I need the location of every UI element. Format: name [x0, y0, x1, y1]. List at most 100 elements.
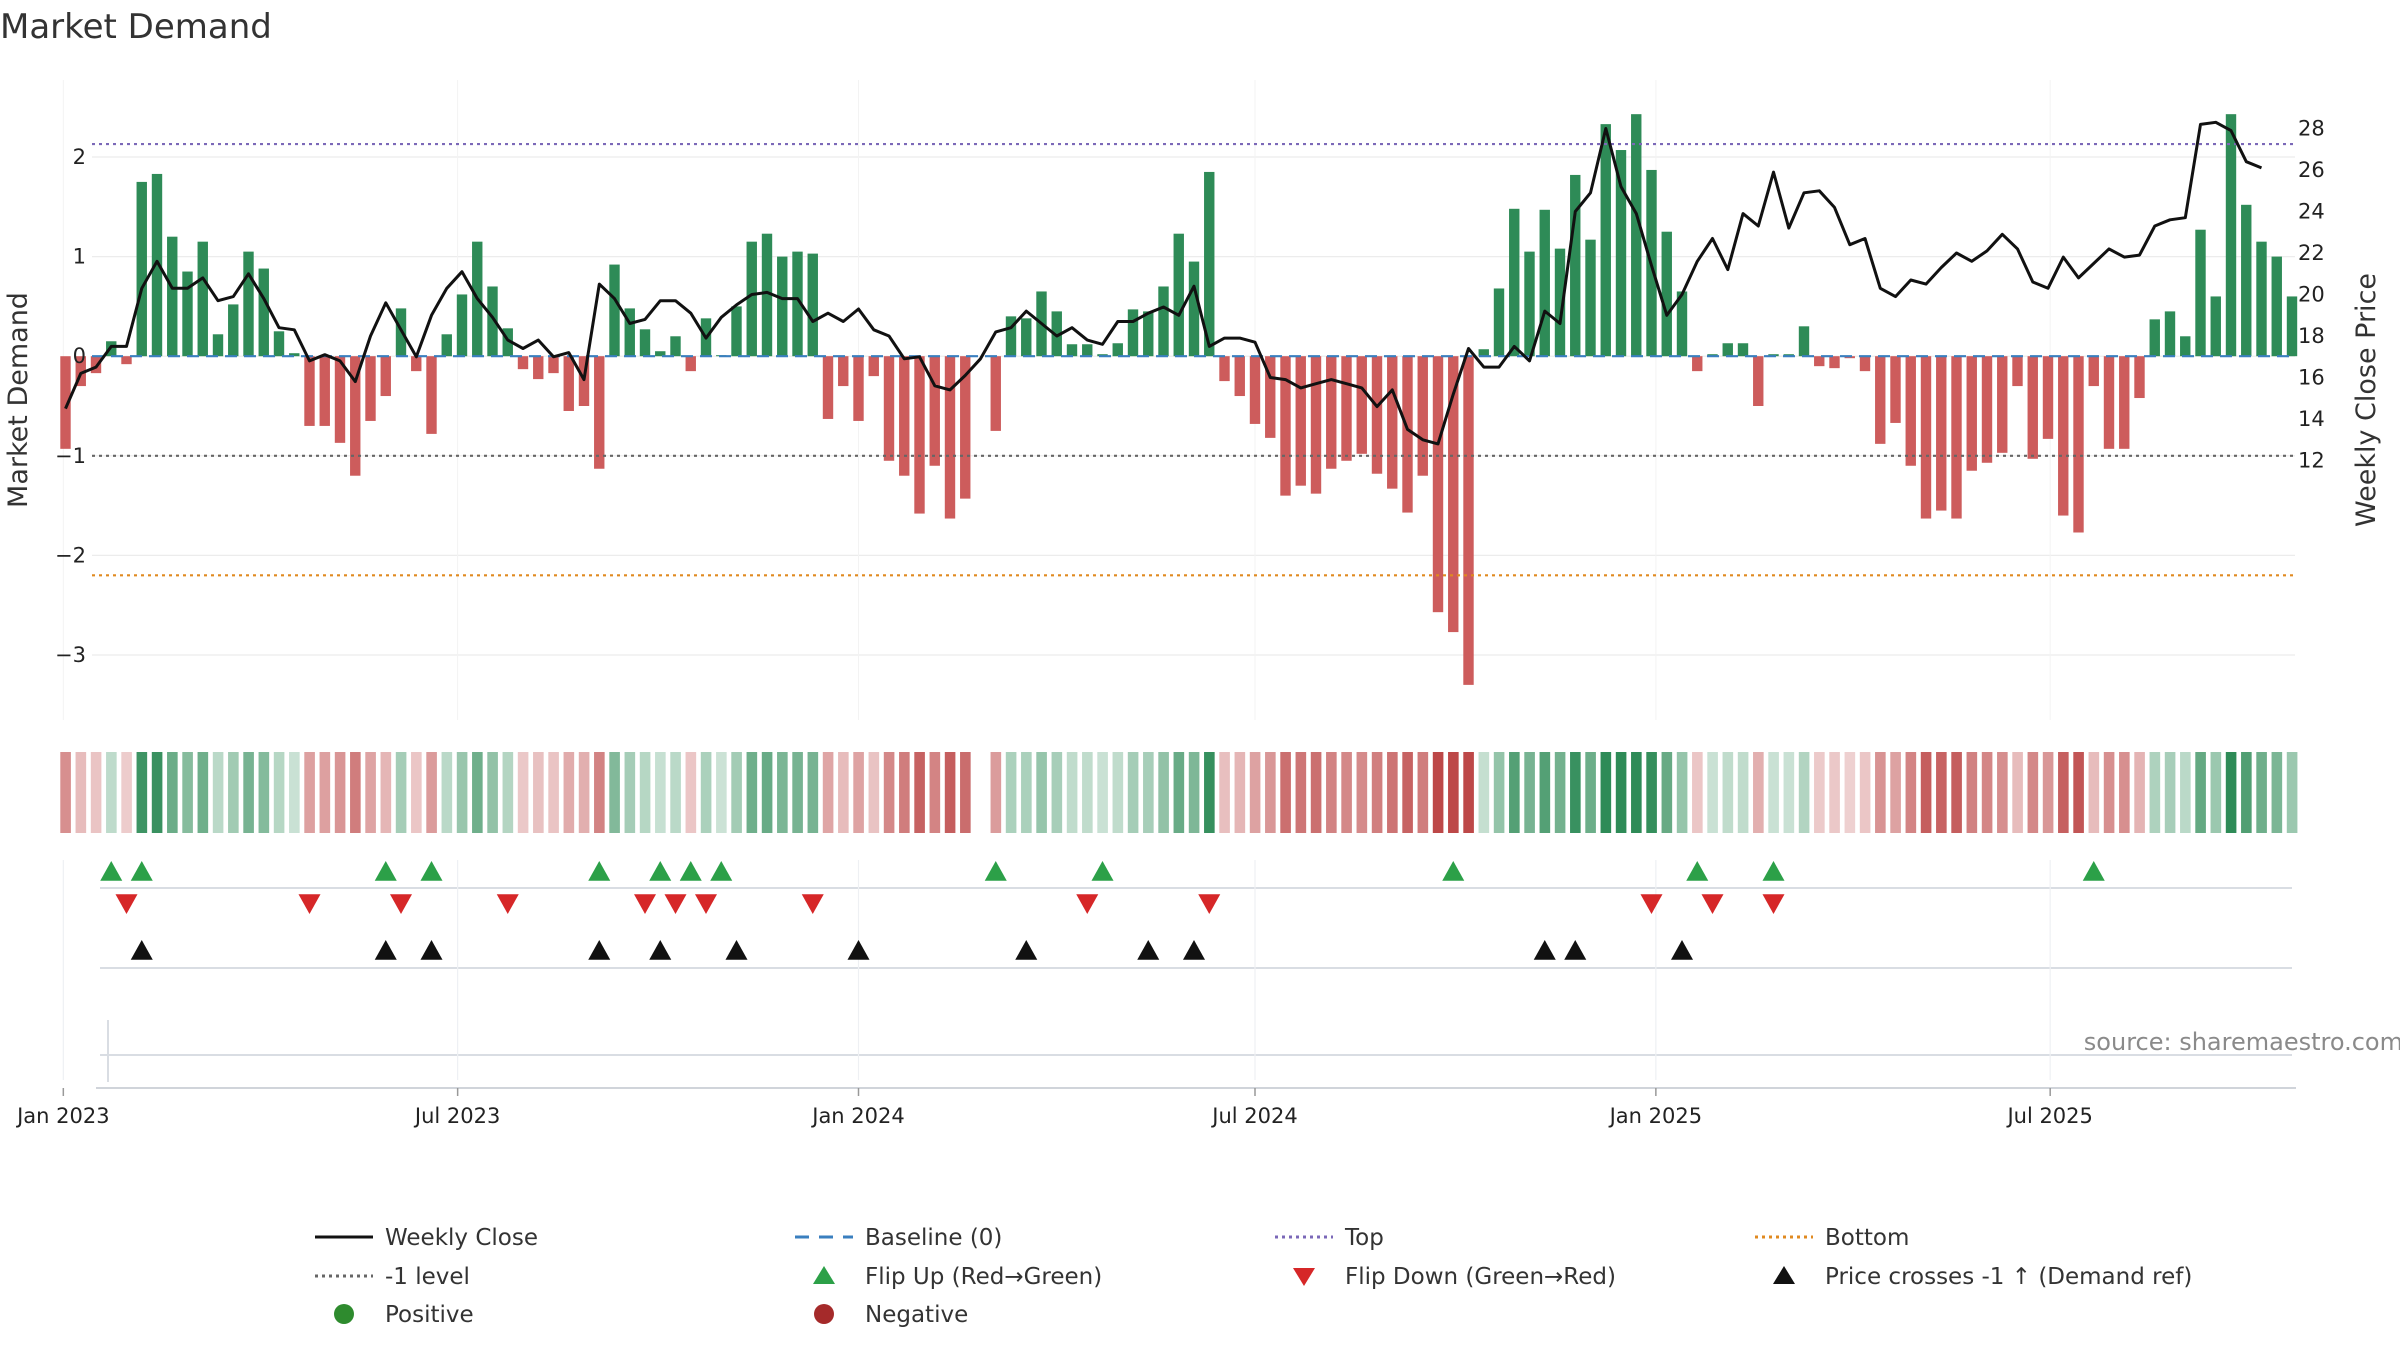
legend-item: Positive	[334, 1302, 474, 1328]
demand-bar	[838, 356, 849, 387]
strip-cell	[380, 752, 392, 833]
demand-bar	[1082, 344, 1093, 357]
x-tick-label: Jan 2024	[810, 1104, 905, 1128]
demand-bar	[2271, 256, 2282, 357]
demand-bar	[1509, 208, 1520, 357]
demand-bar	[304, 356, 315, 426]
strip-cell	[1905, 752, 1917, 833]
demand-bar	[1890, 356, 1901, 423]
demand-bar	[563, 356, 574, 411]
demand-bar	[2073, 356, 2084, 533]
reference-lines	[92, 142, 2295, 577]
flip-up-marker	[2082, 861, 2105, 881]
price-cross-marker	[1183, 940, 1205, 960]
strip-cell	[1524, 752, 1535, 833]
demand-bar	[960, 356, 971, 499]
demand-bar	[1905, 356, 1916, 466]
strip-cell	[1997, 752, 2008, 833]
legend-swatch-circle	[814, 1304, 834, 1324]
strip-cell	[1768, 752, 1779, 833]
strip-cell	[1875, 752, 1886, 833]
price-cross-marker	[1533, 940, 1556, 960]
demand-bar	[1920, 356, 1932, 519]
price-cross-marker	[420, 940, 443, 960]
demand-bar	[1753, 356, 1764, 406]
bars-layer	[60, 114, 2298, 685]
demand-bar	[1417, 356, 1428, 476]
legend-item: Top	[1275, 1225, 1384, 1251]
strip-cell	[2286, 752, 2298, 833]
x-tick-label: Jul 2024	[1210, 1104, 1297, 1128]
demand-bar	[334, 356, 346, 443]
strip-cell	[2149, 752, 2161, 833]
demand-bar	[1310, 356, 1322, 494]
demand-bar	[365, 356, 376, 421]
legend-item: Baseline (0)	[795, 1225, 1002, 1251]
strip-cell	[2073, 752, 2084, 833]
strip-cell	[1280, 752, 1291, 833]
demand-bar	[1143, 311, 1154, 357]
strip-cell	[2103, 752, 2115, 833]
y2-tick-label: 24	[2298, 200, 2325, 224]
strip-cell	[944, 752, 956, 833]
legend-item: Flip Up (Red→Green)	[813, 1264, 1102, 1290]
demand-bar	[2256, 241, 2267, 357]
y-axis-right: 28 26 24 22 20 18 16 14 12	[2298, 117, 2325, 473]
demand-bar	[670, 336, 681, 357]
flip-down-marker	[1762, 894, 1785, 914]
legend-item: Negative	[814, 1302, 968, 1328]
strip-cell	[365, 752, 376, 833]
price-cross-marker	[725, 940, 748, 960]
strip-cell	[1295, 752, 1307, 833]
strip-cell	[1021, 752, 1032, 833]
strip-cell	[106, 752, 117, 833]
x-tick-label: Jul 2023	[413, 1104, 500, 1128]
strip-cell	[151, 752, 163, 833]
demand-bar	[1478, 349, 1489, 357]
strip-cell	[2042, 752, 2054, 833]
strip-cell	[548, 752, 559, 833]
strip-cell	[1920, 752, 1932, 833]
strip-cell	[914, 752, 925, 833]
strip-cell	[182, 752, 193, 833]
demand-bar	[1112, 343, 1123, 357]
strip-cell	[1936, 752, 1947, 833]
demand-bar	[746, 241, 757, 357]
demand-bar	[2027, 356, 2038, 459]
flip-up-marker	[420, 861, 443, 881]
demand-bar	[761, 233, 773, 357]
demand-bar	[273, 331, 285, 357]
strip-cell	[1249, 752, 1261, 833]
y2-tick-label: 20	[2298, 283, 2325, 307]
flip-up-marker	[588, 861, 611, 881]
strip-cell	[594, 752, 605, 833]
demand-bar	[1966, 356, 1977, 471]
demand-bar	[2164, 311, 2176, 357]
legend-label: Bottom	[1825, 1225, 1909, 1251]
strip-cell	[1722, 752, 1734, 833]
demand-bar	[2149, 319, 2160, 357]
demand-bar	[792, 251, 803, 357]
demand-bar	[212, 334, 224, 357]
strip-cell	[624, 752, 636, 833]
demand-bar	[1600, 124, 1611, 357]
strip-cell	[990, 752, 1002, 833]
strip-cell	[1570, 752, 1581, 833]
y-tick-label: 1	[73, 245, 86, 269]
legend-item: Weekly Close	[315, 1225, 538, 1251]
strip-cell	[1188, 752, 1200, 833]
demand-bar	[75, 356, 86, 387]
price-cross-marker	[649, 940, 672, 960]
flip-up-marker	[710, 861, 733, 881]
demand-bar	[426, 356, 437, 434]
demand-bar	[289, 353, 300, 357]
strip-cell	[228, 752, 239, 833]
strip-cell	[1005, 752, 1017, 833]
demand-bar	[1661, 231, 1672, 357]
strip-cell	[517, 752, 529, 833]
legend-label: Positive	[385, 1302, 474, 1328]
strip-cell	[1707, 752, 1718, 833]
flip-up-marker	[649, 861, 672, 881]
strip-cell	[609, 752, 620, 833]
